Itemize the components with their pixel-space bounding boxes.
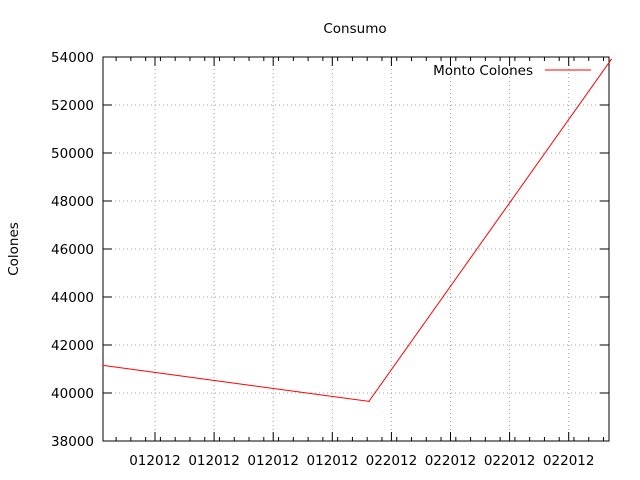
x-tick-label: 022012 bbox=[366, 453, 418, 469]
y-tick-label: 42000 bbox=[51, 338, 94, 354]
y-tick-label: 54000 bbox=[51, 50, 94, 66]
series-layer bbox=[102, 58, 612, 402]
y-tick-label: 38000 bbox=[51, 434, 94, 450]
grid-lines bbox=[103, 57, 609, 441]
y-axis-label: Colones bbox=[6, 222, 22, 276]
y-tick-labels: 38000 40000 42000 44000 46000 48000 50000 52000… bbox=[51, 50, 94, 450]
x-tick-label: 012012 bbox=[307, 453, 359, 469]
y-tick-label: 52000 bbox=[51, 98, 94, 114]
y-tick-label: 40000 bbox=[51, 386, 94, 402]
series-line bbox=[102, 59, 612, 402]
y-tick-label: 50000 bbox=[51, 146, 94, 162]
x-tick-label: 022012 bbox=[425, 453, 477, 469]
legend-label: Monto Colones bbox=[433, 63, 533, 79]
x-tick-label: 012012 bbox=[188, 453, 240, 469]
x-tick-labels: 012012 012012 012012 012012 022012 022012 0220… bbox=[129, 453, 594, 469]
x-tick-label: 022012 bbox=[543, 453, 595, 469]
y-tick-label: 46000 bbox=[51, 242, 94, 258]
plot-frame bbox=[102, 56, 610, 442]
x-tick-label: 022012 bbox=[484, 453, 536, 469]
data-point bbox=[368, 400, 370, 402]
x-tick-label: 012012 bbox=[247, 453, 299, 469]
chart-title: Consumo bbox=[323, 21, 386, 37]
x-tick-label: 012012 bbox=[129, 453, 181, 469]
data-point bbox=[610, 58, 612, 61]
data-point bbox=[102, 364, 104, 366]
y-tick-label: 44000 bbox=[51, 290, 94, 306]
y-tick-label: 48000 bbox=[51, 194, 94, 210]
legend: Monto Colones bbox=[433, 63, 591, 79]
